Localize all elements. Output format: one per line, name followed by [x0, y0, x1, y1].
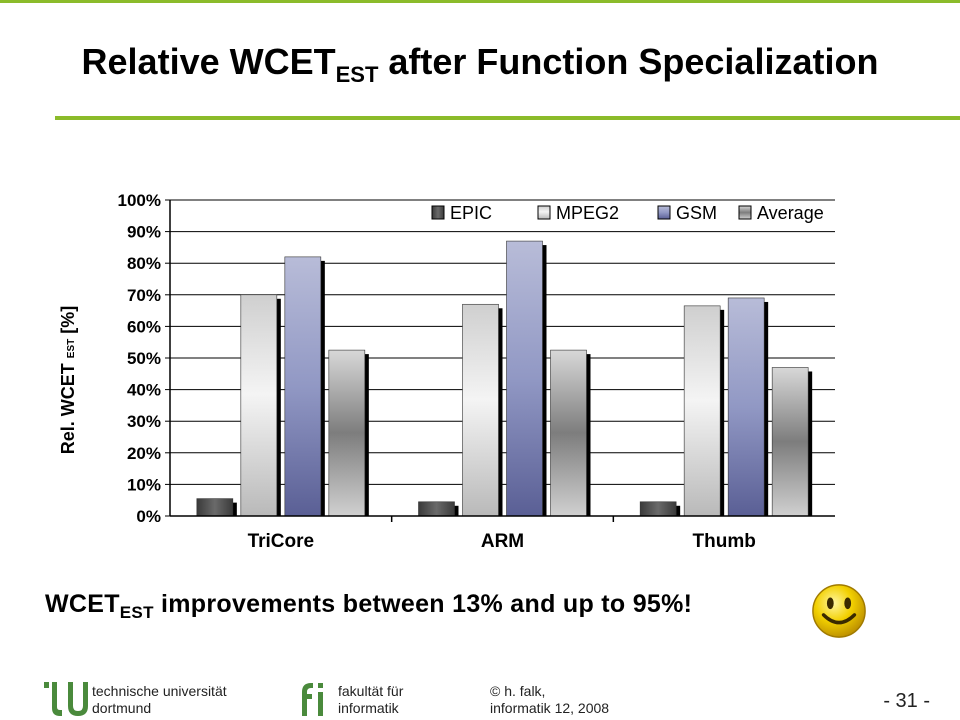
fi-logo [302, 683, 323, 716]
bar-average-thumb [771, 367, 809, 517]
y-tick-label: 100% [118, 191, 161, 210]
bar-epic-arm [418, 501, 455, 517]
page-number: - 31 - [883, 690, 930, 712]
title-underline [55, 116, 960, 120]
legend-label: Average [757, 203, 824, 223]
y-tick-label: 50% [127, 349, 161, 368]
y-tick-label: 90% [127, 223, 161, 242]
slide-title: Relative WCETEST after Function Speciali… [81, 41, 879, 87]
smiley-face-icon [812, 584, 866, 638]
legend-swatch [431, 205, 445, 220]
x-category-label: Thumb [693, 531, 756, 552]
y-tick-label: 70% [127, 286, 161, 305]
y-tick-label: 30% [127, 412, 161, 431]
bar-mpeg2-thumb [683, 305, 721, 517]
bar-gsm-tricore [284, 256, 322, 517]
bar-average-tricore [328, 349, 366, 517]
legend-swatch [657, 205, 671, 220]
university-name: technische universität dortmund [92, 683, 227, 716]
bar-gsm-thumb [727, 297, 765, 517]
y-tick-label: 20% [127, 444, 161, 463]
y-tick-label: 10% [127, 475, 161, 494]
y-tick-label: 40% [127, 381, 161, 400]
y-axis-label: Rel. WCETEST[%] [58, 306, 78, 454]
x-category-label: TriCore [248, 531, 315, 552]
bar-chart: 0% 10% 20% 30% 40% 50% 60% 70% 80% 90% 100% TriCore… [58, 191, 835, 552]
bar-mpeg2-tricore [240, 294, 278, 517]
bar-mpeg2-arm [462, 303, 499, 517]
bar-gsm-arm [506, 240, 543, 517]
y-tick-label: 0% [136, 507, 161, 526]
author-credit: © h. falk, informatik 12, 2008 [490, 683, 610, 716]
legend-label: MPEG2 [556, 203, 619, 223]
x-category-label: ARM [481, 531, 524, 552]
y-tick-label: 60% [127, 317, 161, 336]
tu-logo [44, 682, 88, 716]
legend-swatch [738, 205, 752, 220]
bar-epic-thumb [639, 501, 677, 517]
legend-label: GSM [676, 203, 717, 223]
bar-epic-tricore [196, 498, 234, 517]
faculty-name: fakultät für informatik [338, 683, 404, 716]
legend-label: EPIC [450, 203, 492, 223]
y-tick-label: 80% [127, 254, 161, 273]
legend-swatch [537, 205, 551, 220]
bar-average-arm [550, 349, 587, 517]
conclusion-statement: WCETEST improvements between 13% and up … [45, 590, 693, 622]
top-accent-rule [0, 0, 960, 3]
